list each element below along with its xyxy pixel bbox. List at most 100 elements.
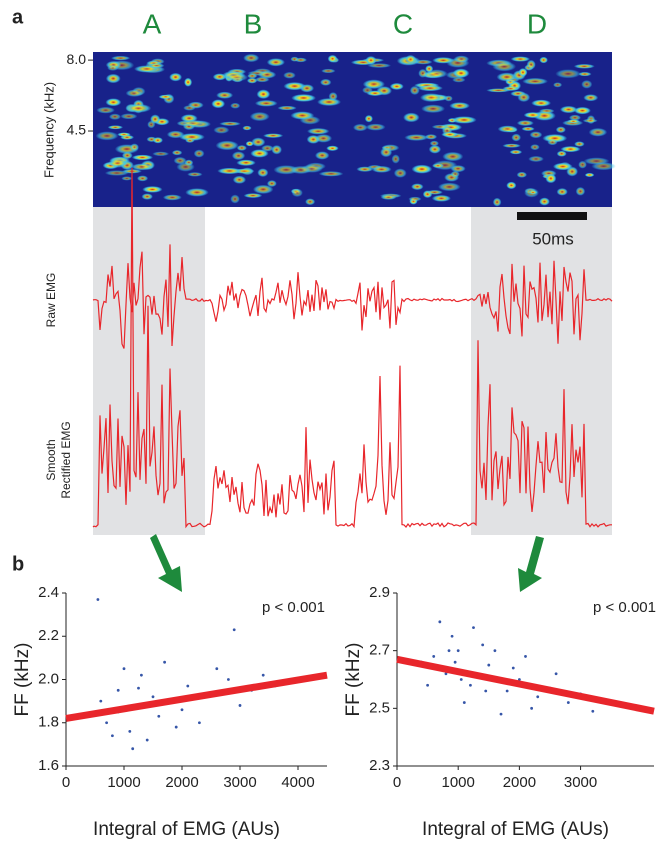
- energy-blob: [247, 73, 258, 79]
- trace-label: Raw EMG: [44, 273, 58, 328]
- energy-blob: [290, 111, 315, 120]
- energy-blob: [441, 131, 459, 138]
- x-tick-label: 3000: [223, 774, 256, 791]
- point: [99, 699, 103, 703]
- energy-blob: [366, 90, 384, 97]
- energy-blob: [108, 158, 128, 168]
- energy-blob: [362, 79, 385, 90]
- point: [426, 683, 429, 687]
- energy-blob: [352, 123, 368, 132]
- energy-blob: [187, 172, 203, 177]
- energy-blob: [185, 137, 195, 143]
- energy-blob: [266, 180, 277, 188]
- energy-blob: [588, 127, 608, 137]
- energy-blob: [243, 193, 263, 199]
- y-tick-label: 1.8: [38, 714, 59, 731]
- energy-blob: [529, 131, 543, 139]
- panel-label: a: [12, 6, 24, 28]
- energy-blob: [176, 162, 195, 172]
- point: [131, 747, 135, 751]
- energy-blob: [193, 149, 205, 158]
- energy-blob: [169, 72, 183, 82]
- smooth-emg-trace: [92, 167, 612, 529]
- point: [484, 689, 488, 693]
- point: [472, 626, 475, 629]
- energy-blob: [252, 184, 274, 194]
- energy-blob: [431, 194, 451, 202]
- point: [215, 667, 219, 671]
- x-tick-label: 2000: [503, 774, 536, 791]
- energy-blob: [560, 146, 581, 153]
- energy-blob: [393, 168, 407, 178]
- energy-blob: [556, 150, 567, 157]
- energy-blob: [111, 55, 131, 61]
- energy-blob: [497, 125, 518, 133]
- y-tick-label: 4.5: [67, 122, 87, 138]
- energy-blob: [559, 105, 578, 114]
- y-tick-label: 1.6: [38, 757, 59, 774]
- energy-blob: [141, 193, 153, 200]
- energy-blob: [409, 85, 420, 96]
- energy-blob: [314, 134, 333, 143]
- x-tick-label: 1000: [107, 774, 140, 791]
- point: [505, 689, 509, 693]
- energy-blob: [380, 147, 393, 158]
- energy-blob: [516, 171, 528, 178]
- energy-blob: [257, 70, 277, 79]
- point: [238, 704, 242, 707]
- energy-blob: [573, 63, 595, 69]
- energy-blob: [411, 164, 433, 174]
- energy-blob: [371, 165, 392, 173]
- point: [444, 672, 448, 676]
- energy-blob: [566, 166, 579, 177]
- energy-blob: [420, 93, 443, 103]
- energy-blob: [171, 149, 183, 156]
- x-tick-label: 4000: [281, 774, 314, 791]
- point: [566, 701, 570, 704]
- point: [462, 701, 466, 704]
- point: [140, 673, 143, 677]
- energy-blob: [417, 85, 443, 92]
- energy-blob: [291, 94, 316, 102]
- energy-blob: [492, 61, 517, 72]
- energy-blob: [230, 102, 241, 109]
- energy-blob: [266, 58, 285, 67]
- energy-blob: [428, 144, 442, 154]
- energy-blob: [581, 79, 593, 89]
- point: [180, 708, 184, 712]
- energy-blob: [317, 98, 342, 107]
- energy-blob: [142, 186, 163, 193]
- energy-blob: [452, 77, 466, 83]
- energy-blob: [178, 133, 205, 141]
- point: [447, 649, 451, 653]
- energy-blob: [502, 143, 521, 148]
- axis-label: Frequency (kHz): [41, 82, 56, 178]
- energy-blob: [521, 126, 535, 132]
- energy-blob: [185, 188, 209, 197]
- annotation: p < 0.001: [593, 599, 656, 616]
- y-tick-label: 8.0: [67, 51, 87, 67]
- energy-blob: [216, 91, 234, 99]
- energy-blob: [438, 182, 461, 192]
- syllable-label: C: [393, 8, 413, 39]
- point: [198, 721, 201, 725]
- energy-blob: [321, 68, 336, 74]
- x-tick-label: 0: [393, 774, 401, 791]
- y-tick-label: 2.3: [369, 757, 390, 774]
- energy-blob: [236, 145, 247, 151]
- energy-blob: [217, 167, 242, 175]
- energy-blob: [243, 53, 260, 63]
- energy-blob: [442, 151, 464, 162]
- point: [524, 655, 527, 658]
- energy-blob: [166, 130, 185, 139]
- point: [151, 695, 155, 699]
- energy-blob: [104, 170, 129, 176]
- syllable-label: D: [527, 8, 547, 39]
- energy-blob: [502, 86, 520, 91]
- energy-blob: [421, 104, 446, 113]
- energy-blob: [453, 55, 470, 63]
- energy-blob: [367, 63, 392, 68]
- energy-blob: [107, 65, 119, 71]
- fit-line: [65, 671, 328, 722]
